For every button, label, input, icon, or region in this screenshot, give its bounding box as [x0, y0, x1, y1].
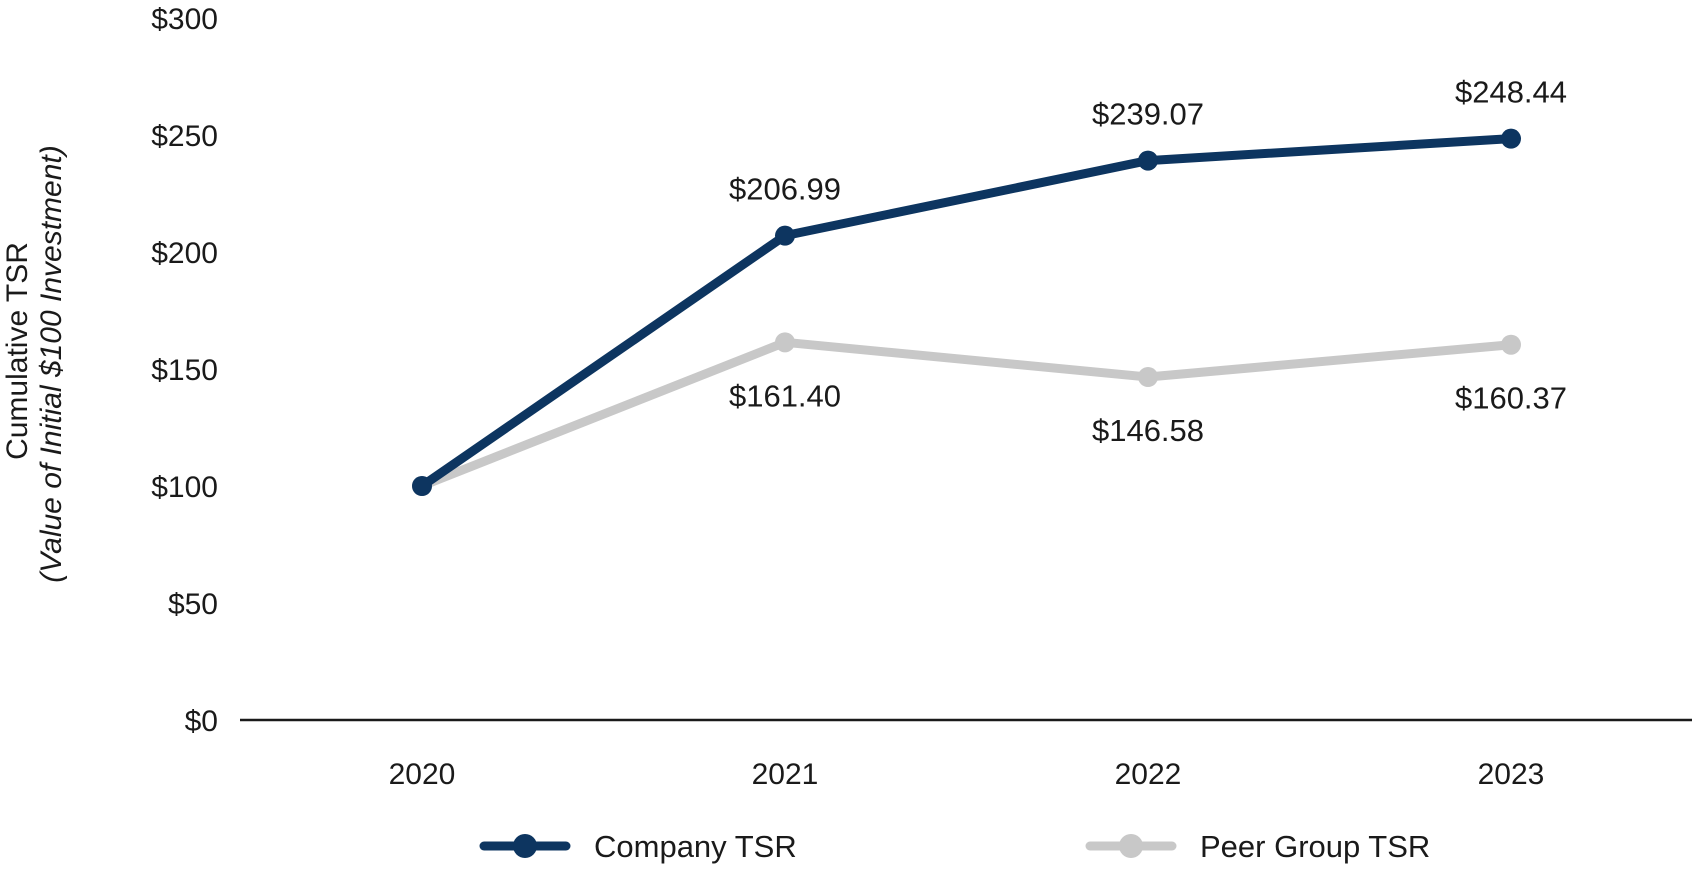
y-tick-label: $250: [151, 120, 218, 153]
data-point-company-tsr: [1501, 128, 1521, 149]
data-label-peer-group-tsr: $146.58: [1092, 413, 1204, 448]
data-label-company-tsr: $206.99: [729, 172, 841, 207]
legend-swatch-marker: [513, 834, 537, 858]
data-point-peer-group-tsr: [1501, 334, 1521, 355]
series-line-company-tsr: [417, 134, 1516, 491]
y-tick-label: $100: [151, 471, 218, 504]
data-point-company-tsr: [1138, 150, 1158, 171]
y-axis-title: Cumulative TSR (Value of Initial $100 In…: [1, 145, 68, 582]
legend-swatch-marker: [1119, 834, 1143, 858]
y-axis-label: Cumulative TSR: [1, 242, 34, 460]
y-tick-label: $200: [151, 237, 218, 270]
y-tick-label: $0: [185, 705, 218, 738]
series-line-peer-group-tsr: [417, 337, 1516, 491]
x-tick-label: 2020: [389, 758, 456, 791]
x-tick-label: 2021: [752, 758, 819, 791]
y-tick-label: $300: [151, 3, 218, 36]
x-axis-ticks: 2020 2021 2022 2023: [389, 758, 1545, 791]
legend-label: Company TSR: [594, 829, 797, 864]
series-peer-group-tsr: [412, 332, 1521, 496]
x-tick-label: 2023: [1478, 758, 1545, 791]
data-label-peer-group-tsr: $161.40: [729, 378, 841, 413]
data-point-company-tsr: [775, 225, 795, 246]
series-layer: [412, 128, 1521, 496]
data-label-peer-group-tsr: $160.37: [1455, 381, 1567, 416]
data-point-peer-group-tsr: [775, 332, 795, 353]
legend-label: Peer Group TSR: [1200, 829, 1430, 864]
data-label-company-tsr: $239.07: [1092, 97, 1204, 132]
series-company-tsr: [412, 128, 1521, 496]
data-point-company-tsr: [412, 476, 432, 496]
x-tick-label: 2022: [1115, 758, 1182, 791]
legend-item-company-tsr: Company TSR: [479, 829, 797, 864]
y-axis-ticks: $0 $50 $100 $150 $200 $250 $300: [151, 3, 218, 738]
y-axis-sublabel: (Value of Initial $100 Investment): [35, 145, 68, 582]
data-point-peer-group-tsr: [1138, 367, 1158, 388]
data-label-company-tsr: $248.44: [1455, 75, 1567, 110]
legend: Company TSR Peer Group TSR: [479, 829, 1430, 864]
legend-item-peer-group-tsr: Peer Group TSR: [1085, 829, 1430, 864]
y-tick-label: $150: [151, 354, 218, 387]
data-labels: $206.99 $239.07 $248.44 $161.40 $146.58 $160.…: [729, 75, 1567, 448]
y-tick-label: $50: [168, 588, 218, 621]
